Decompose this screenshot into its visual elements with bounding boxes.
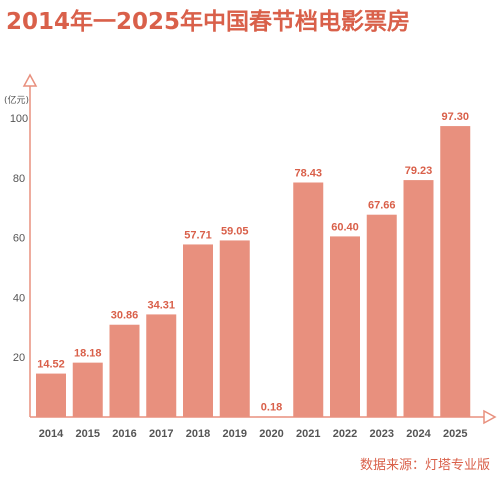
bar-value-label: 30.86 — [111, 310, 139, 322]
bar — [293, 182, 324, 417]
bar-value-label: 14.52 — [37, 359, 65, 371]
bar-value-label: 0.18 — [261, 401, 282, 413]
x-tick-label: 2022 — [333, 428, 357, 440]
chart-title: 2014年一2025年中国春节档电影票房 — [6, 9, 411, 35]
bar — [146, 314, 177, 417]
bar-value-label: 59.05 — [221, 225, 249, 237]
bar — [219, 240, 250, 417]
bar-value-label: 34.31 — [147, 299, 175, 311]
bar — [440, 126, 471, 417]
x-tick-label: 2017 — [149, 428, 173, 440]
y-tick-label: 40 — [13, 292, 25, 304]
x-tick-label: 2021 — [296, 428, 320, 440]
x-tick-label: 2018 — [186, 428, 210, 440]
bar-value-label: 67.66 — [368, 200, 396, 212]
y-axis-unit-label: (亿元) — [4, 94, 29, 106]
x-tick-label: 2020 — [259, 428, 283, 440]
x-tick-label: 2024 — [406, 428, 431, 440]
bar — [330, 236, 360, 417]
bar-value-label: 57.71 — [184, 229, 212, 241]
x-tick-label: 2015 — [76, 428, 100, 440]
bar — [72, 362, 103, 417]
x-axis-arrow-icon — [483, 409, 497, 425]
y-tick-label: 100 — [10, 113, 28, 125]
bar — [403, 180, 434, 417]
bar — [183, 244, 213, 417]
x-tick-label: 2019 — [223, 428, 247, 440]
x-tick-label: 2025 — [443, 428, 467, 440]
y-tick-label: 20 — [13, 352, 25, 364]
bar — [36, 373, 66, 417]
bar — [366, 214, 397, 417]
bar-value-label: 60.40 — [331, 221, 359, 233]
bar — [109, 324, 140, 417]
bar — [256, 416, 287, 417]
x-tick-label: 2016 — [112, 428, 136, 440]
x-tick-label: 2014 — [39, 428, 64, 440]
bar-value-label: 79.23 — [405, 165, 433, 177]
bar-value-label: 78.43 — [294, 167, 322, 179]
bar-value-label: 18.18 — [74, 348, 102, 360]
x-tick-label: 2023 — [370, 428, 394, 440]
y-tick-label: 60 — [13, 233, 25, 245]
y-tick-label: 80 — [13, 173, 25, 185]
bar-value-label: 97.30 — [441, 111, 469, 123]
y-axis-arrow-icon — [22, 73, 38, 87]
data-source-note: 数据来源：灯塔专业版 — [359, 458, 490, 473]
